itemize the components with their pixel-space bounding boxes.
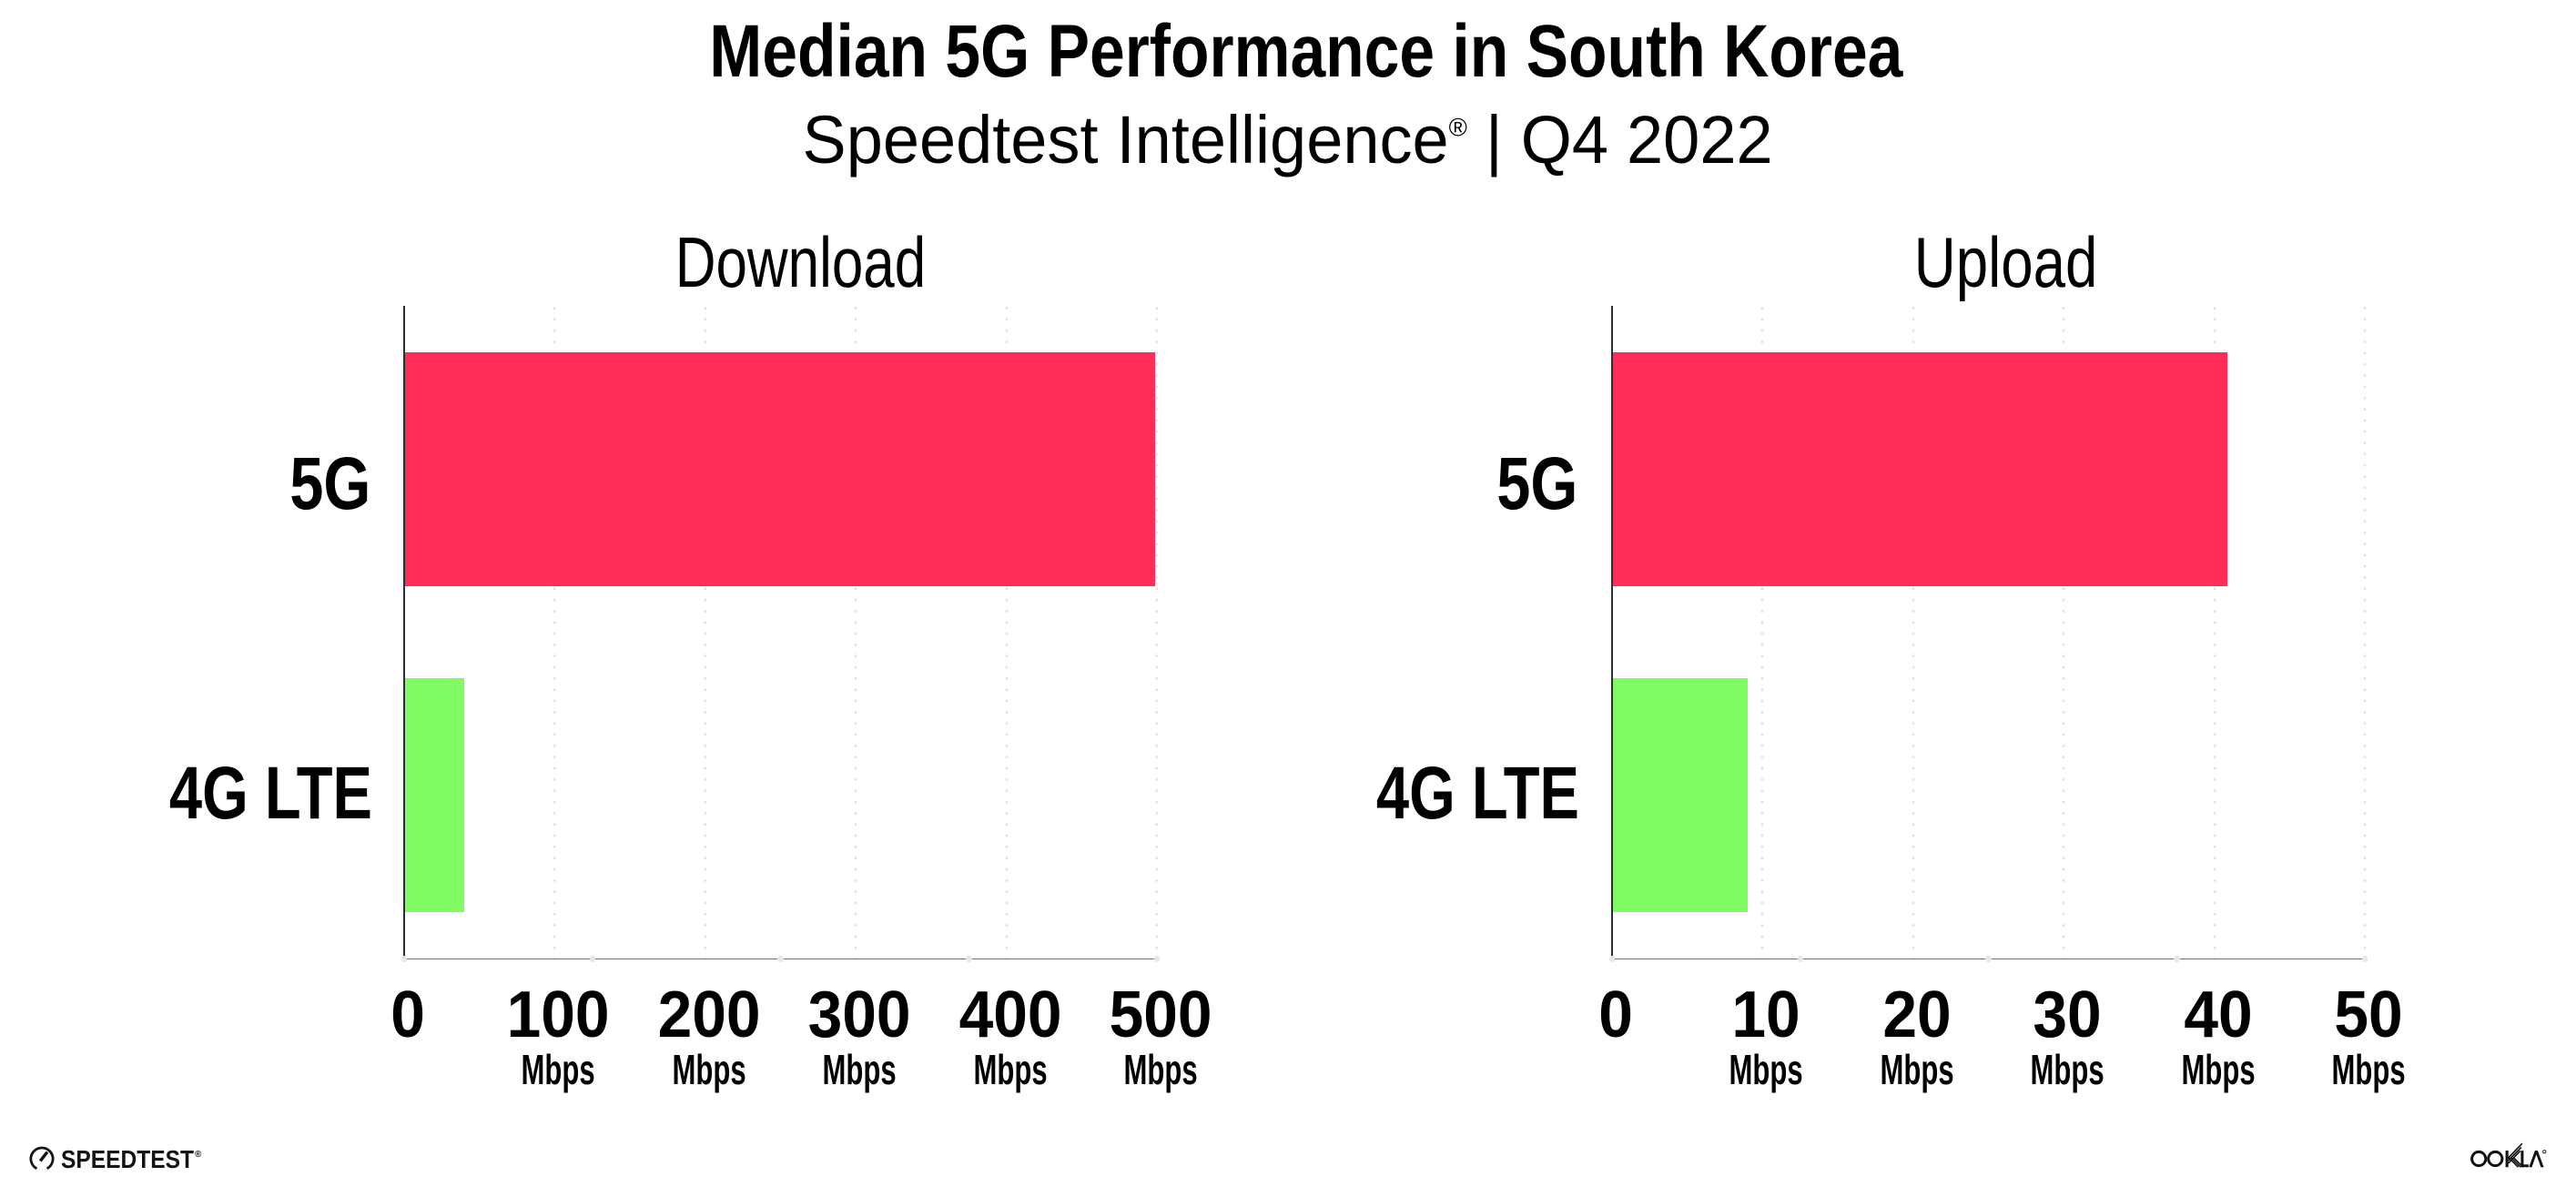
svg-text:®: ® — [195, 1150, 202, 1160]
svg-text:SPEEDTEST: SPEEDTEST — [61, 1145, 194, 1173]
